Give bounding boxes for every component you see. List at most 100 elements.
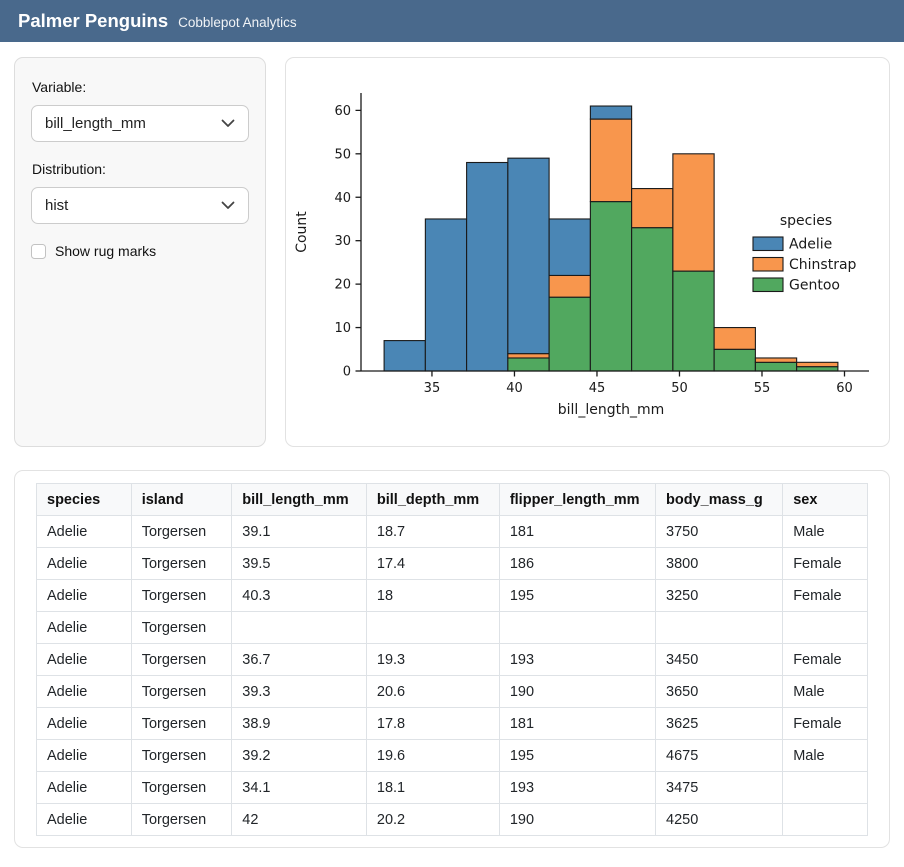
table-cell: 3625	[655, 707, 784, 740]
svg-text:50: 50	[671, 381, 688, 396]
rug-checkbox[interactable]	[31, 243, 46, 259]
table-cell: 3650	[655, 675, 784, 708]
histogram-chart: 0 10 20 30 40 50 60 35 40 45 50 55 60 bill_length_mm C…	[286, 58, 889, 446]
svg-text:species: species	[780, 213, 832, 229]
distribution-select-value: hist	[45, 197, 69, 214]
table-cell: Adelie	[36, 707, 132, 740]
table-cell: 39.1	[231, 515, 367, 548]
table-cell: 18.1	[365, 771, 500, 804]
table-cell	[782, 611, 868, 644]
table-cell	[231, 611, 367, 644]
table-cell: Adelie	[36, 643, 132, 676]
column-header-body_mass_g: body_mass_g	[655, 483, 784, 516]
table-cell: Adelie	[36, 515, 132, 548]
table-cell: 3450	[655, 643, 784, 676]
table-cell: Torgersen	[130, 643, 233, 676]
navbar-brand[interactable]: Palmer Penguins Cobblepot Analytics	[18, 0, 297, 42]
svg-text:Count: Count	[294, 211, 310, 253]
column-header-bill_depth_mm: bill_depth_mm	[365, 483, 500, 516]
table-cell: Torgersen	[130, 803, 233, 836]
table-cell: 3250	[655, 579, 784, 612]
table-cell: 3475	[655, 771, 784, 804]
table-cell	[365, 611, 500, 644]
table-cell: Adelie	[36, 579, 132, 612]
table-cell: Torgersen	[130, 707, 233, 740]
table-cell: 20.6	[365, 675, 500, 708]
table-row: Adelie Torgersen	[36, 611, 868, 644]
svg-text:10: 10	[334, 321, 351, 336]
table-cell: Adelie	[36, 771, 132, 804]
table-cell: 38.9	[231, 707, 367, 740]
svg-text:50: 50	[334, 147, 351, 162]
table-cell: 3750	[655, 515, 784, 548]
table-cell: 195	[498, 579, 657, 612]
table-cell: Female	[782, 707, 868, 740]
svg-text:20: 20	[334, 278, 351, 293]
table-cell: Torgersen	[130, 611, 233, 644]
table-cell: 18.7	[365, 515, 500, 548]
table-cell: Torgersen	[130, 547, 233, 580]
sidebar-panel: Variable: bill_length_mm Distribution: h…	[14, 57, 266, 447]
distribution-label: Distribution:	[32, 161, 106, 177]
svg-text:40: 40	[334, 191, 351, 206]
table-cell: Female	[782, 547, 868, 580]
chevron-down-icon	[221, 201, 235, 210]
rug-checkbox-label: Show rug marks	[55, 243, 157, 259]
table-cell: Torgersen	[130, 675, 233, 708]
table-cell: 18	[365, 579, 500, 612]
table-cell	[498, 611, 657, 644]
rug-checkbox-row: Show rug marks	[31, 243, 249, 259]
table-cell: 4250	[655, 803, 784, 836]
table-cell: 3800	[655, 547, 784, 580]
column-header-flipper_length_mm: flipper_length_mm	[498, 483, 657, 516]
svg-text:Gentoo: Gentoo	[789, 278, 840, 294]
table-cell: Torgersen	[130, 515, 233, 548]
table-cell: Female	[782, 643, 868, 676]
table-cell: 190	[498, 803, 657, 836]
table-cell: 17.8	[365, 707, 500, 740]
table-cell: 4675	[655, 739, 784, 772]
table-header-row: species island bill_length_mm bill_depth_mm…	[36, 483, 868, 516]
table-row: Adelie Torgersen 36.7 19.3 193 3450 Female	[36, 643, 868, 676]
table-cell	[655, 611, 784, 644]
table-cell: 19.6	[365, 739, 500, 772]
svg-text:0: 0	[343, 365, 351, 380]
table-cell: Torgersen	[130, 579, 233, 612]
table-body: Adelie Torgersen 39.1 18.7 181 3750 Male Adelie…	[36, 515, 868, 836]
table-cell: 181	[498, 515, 657, 548]
table-cell: Adelie	[36, 803, 132, 836]
table-row: Adelie Torgersen 34.1 18.1 193 3475	[36, 771, 868, 804]
table-cell: 42	[231, 803, 367, 836]
table-row: Adelie Torgersen 39.1 18.7 181 3750 Male	[36, 515, 868, 548]
table-cell: Torgersen	[130, 739, 233, 772]
table-row: Adelie Torgersen 38.9 17.8 181 3625 Female	[36, 707, 868, 740]
table-cell: 39.3	[231, 675, 367, 708]
table-cell: 193	[498, 643, 657, 676]
table-row: Adelie Torgersen 42 20.2 190 4250	[36, 803, 868, 836]
chart-panel: 0 10 20 30 40 50 60 35 40 45 50 55 60 bill_length_mm C…	[285, 57, 890, 447]
column-header-island: island	[130, 483, 233, 516]
table-cell: 195	[498, 739, 657, 772]
table-cell: 40.3	[231, 579, 367, 612]
table-cell: Adelie	[36, 611, 132, 644]
table-cell: Female	[782, 579, 868, 612]
column-header-sex: sex	[782, 483, 868, 516]
table-cell: 193	[498, 771, 657, 804]
variable-label: Variable:	[32, 79, 87, 95]
table-cell: 39.2	[231, 739, 367, 772]
top-row: Variable: bill_length_mm Distribution: h…	[14, 57, 890, 447]
svg-text:30: 30	[334, 234, 351, 249]
table-cell: 36.7	[231, 643, 367, 676]
table-cell: Adelie	[36, 547, 132, 580]
variable-select[interactable]: bill_length_mm	[31, 105, 249, 142]
main-content: Variable: bill_length_mm Distribution: h…	[0, 42, 904, 848]
svg-text:40: 40	[506, 381, 523, 396]
distribution-select[interactable]: hist	[31, 187, 249, 224]
svg-text:35: 35	[424, 381, 441, 396]
svg-text:bill_length_mm: bill_length_mm	[558, 402, 664, 418]
table-cell: Male	[782, 675, 868, 708]
svg-text:45: 45	[589, 381, 606, 396]
table-cell	[782, 771, 868, 804]
table-cell: 20.2	[365, 803, 500, 836]
svg-text:55: 55	[754, 381, 771, 396]
